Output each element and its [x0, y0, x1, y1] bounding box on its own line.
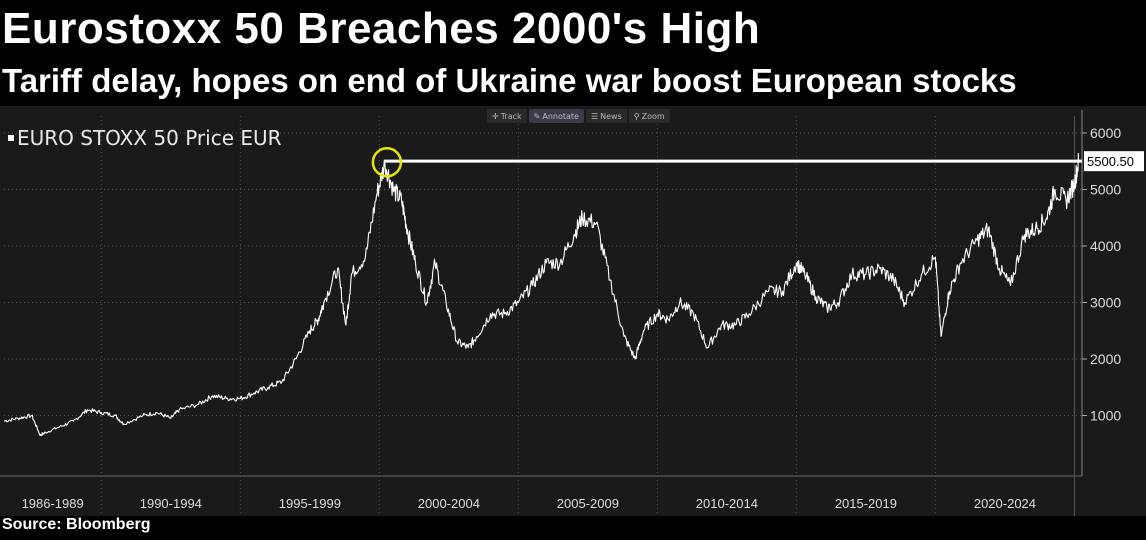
track-button[interactable]: ✛ Track — [487, 109, 527, 123]
y-tick-label: 3000 — [1090, 294, 1121, 310]
x-tick-label: 2010-2014 — [696, 496, 758, 511]
zoom-button[interactable]: ⚲ Zoom — [628, 109, 670, 123]
y-tick-label: 4000 — [1090, 238, 1121, 254]
x-tick-label: 1995-1999 — [279, 496, 341, 511]
chart-panel — [0, 106, 1146, 516]
news-icon: ☰ — [590, 111, 599, 121]
crosshair-icon: ✛ — [492, 111, 499, 121]
price-chart: 1000 2000 3000 4000 5000 6000 1986-1989 1990-19… — [0, 110, 1144, 516]
y-tick-label: 1000 — [1090, 407, 1121, 423]
source-note: Source: Bloomberg — [2, 516, 151, 533]
legend-label: EURO STOXX 50 Price EUR — [17, 126, 282, 150]
last-value-box — [1084, 151, 1144, 172]
legend-swatch — [8, 135, 14, 141]
x-tick-label: 2020-2024 — [974, 496, 1036, 511]
series-line — [3, 152, 1080, 437]
x-tick-label: 1990-1994 — [140, 496, 202, 511]
last-value-label: 5500.50 — [1087, 154, 1134, 169]
x-tick-label: 2000-2004 — [418, 496, 480, 511]
y-tick-label: 2000 — [1090, 351, 1121, 367]
news-button[interactable]: ☰ News — [585, 109, 627, 123]
x-tick-label: 2005-2009 — [557, 496, 619, 511]
x-tick-label: 1986-1989 — [22, 496, 84, 511]
chart-legend: EURO STOXX 50 Price EUR — [8, 126, 282, 150]
peak-highlight-circle — [371, 146, 403, 178]
pencil-icon: ✎ — [533, 111, 541, 121]
magnifier-icon: ⚲ — [633, 111, 640, 121]
x-tick-label: 2015-2019 — [835, 496, 897, 511]
chart-toolbar: ✛ Track ✎ Annotate ☰ News ⚲ Zoom — [487, 109, 670, 123]
page-subtitle: Tariff delay, hopes on end of Ukraine wa… — [2, 62, 1017, 99]
y-tick-label: 6000 — [1090, 125, 1121, 141]
y-tick-label: 5000 — [1090, 181, 1121, 197]
annotate-button[interactable]: ✎ Annotate — [528, 109, 584, 123]
page-title: Eurostoxx 50 Breaches 2000's High — [2, 4, 761, 53]
